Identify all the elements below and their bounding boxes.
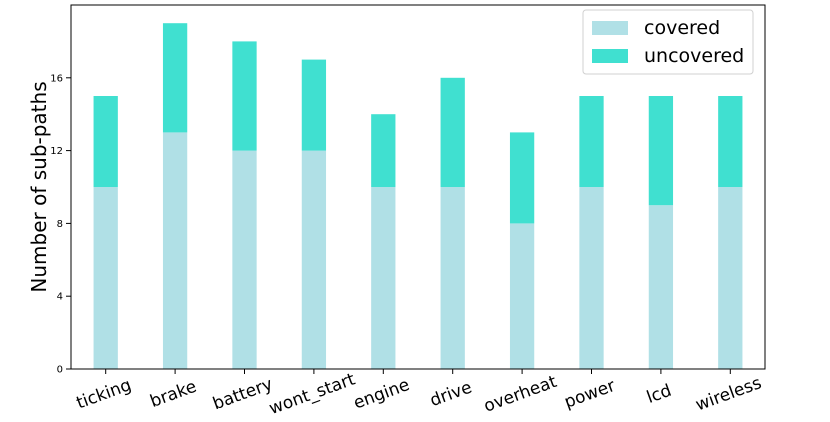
legend-swatch-covered	[592, 21, 628, 35]
x-tick-label-battery: battery	[210, 374, 275, 414]
bar-uncovered-lcd	[648, 96, 674, 206]
x-tick-label-power: power	[562, 376, 618, 413]
bar-uncovered-power	[579, 96, 604, 187]
bar-covered-overheat	[509, 223, 535, 369]
y-axis-label: Number of sub-paths	[27, 81, 51, 292]
legend: covered uncovered	[582, 9, 754, 75]
x-tick-label-wont_start: wont_start	[267, 369, 359, 419]
bar-covered-ticking	[93, 187, 118, 369]
legend-label-covered: covered	[644, 17, 720, 39]
bar-uncovered-drive	[440, 77, 465, 187]
y-tick-label: 8	[57, 219, 63, 230]
y-tick-label: 4	[57, 292, 63, 303]
bar-covered-wireless	[718, 187, 743, 369]
x-tick-label-engine: engine	[351, 375, 412, 414]
y-tick-label: 12	[50, 146, 63, 157]
bar-covered-brake	[162, 132, 188, 369]
x-tick-label-overheat: overheat	[481, 372, 560, 417]
y-tick-label: 16	[50, 73, 63, 84]
bar-covered-engine	[371, 187, 396, 369]
legend-label-uncovered: uncovered	[644, 45, 744, 67]
x-tick-label-drive: drive	[427, 378, 474, 412]
x-tick-label-brake: brake	[147, 377, 199, 412]
bar-uncovered-overheat	[509, 132, 535, 224]
bar-covered-lcd	[648, 205, 674, 369]
bar-uncovered-wont_start	[301, 59, 327, 151]
bar-uncovered-wireless	[718, 96, 743, 187]
bars-group	[93, 23, 743, 369]
bar-covered-battery	[232, 150, 257, 369]
bar-covered-wont_start	[301, 150, 327, 369]
bar-uncovered-ticking	[93, 96, 118, 187]
bar-uncovered-battery	[232, 41, 257, 151]
bar-uncovered-brake	[162, 23, 188, 133]
plot-frame	[70, 4, 766, 370]
y-tick-label: 0	[57, 365, 63, 376]
bar-covered-power	[579, 187, 604, 369]
legend-swatch-uncovered	[592, 49, 628, 63]
x-tick-label-wireless: wireless	[693, 373, 764, 415]
x-tick-label-lcd: lcd	[644, 381, 674, 408]
y-ticks-group: 0 4 8 12 16	[50, 73, 71, 376]
bar-uncovered-engine	[371, 114, 396, 187]
bar-covered-drive	[440, 187, 465, 369]
x-tick-label-ticking: ticking	[74, 375, 134, 413]
